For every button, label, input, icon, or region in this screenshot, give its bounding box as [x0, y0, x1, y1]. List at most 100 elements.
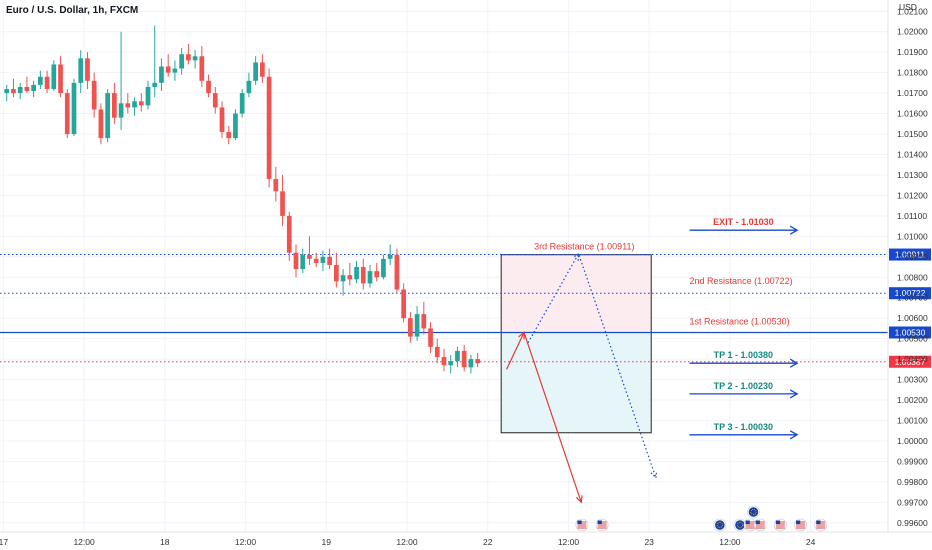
x-tick-label: 12:00 — [396, 537, 418, 547]
time-axis[interactable]: 17 12:00 18 12:00 19 12:00 22 12:00 23 12:00 24 — [0, 537, 816, 547]
candle-body[interactable] — [233, 113, 238, 139]
candle-body[interactable] — [468, 359, 474, 368]
candle-body[interactable] — [334, 264, 339, 282]
candle-body[interactable] — [313, 258, 319, 263]
candle-body[interactable] — [461, 350, 467, 368]
candle-body[interactable] — [246, 80, 252, 94]
candle-body[interactable] — [408, 318, 413, 337]
candle-body[interactable] — [44, 76, 50, 90]
candle-body[interactable] — [320, 256, 326, 263]
target-labels[interactable]: EXIT - 1.01030 TP 1 - 1.00380 TP 2 - 1.002… — [689, 217, 799, 440]
candle-body[interactable] — [293, 252, 299, 270]
projection-paths[interactable] — [506, 252, 658, 504]
candle-body[interactable] — [441, 357, 447, 366]
candle-body[interactable] — [347, 275, 353, 280]
y-tick-label: 1.01800 — [897, 68, 928, 78]
candle-body[interactable] — [118, 103, 124, 118]
candle-body[interactable] — [206, 80, 211, 94]
candle-body[interactable] — [280, 191, 285, 216]
candle-body[interactable] — [239, 93, 245, 114]
candle-body[interactable] — [105, 93, 110, 139]
candle-body[interactable] — [58, 64, 63, 94]
candle-body[interactable] — [401, 289, 406, 319]
candle-body[interactable] — [165, 66, 171, 73]
candle-body[interactable] — [367, 271, 373, 284]
us-flag-icon[interactable] — [773, 518, 787, 532]
candle-body[interactable] — [38, 76, 43, 85]
candle-body[interactable] — [428, 328, 433, 347]
candlestick-series[interactable] — [4, 25, 480, 374]
candle-body[interactable] — [24, 86, 30, 92]
eu-stars — [750, 508, 757, 515]
us-flag-icon[interactable] — [595, 518, 609, 532]
price-axis[interactable]: 1.02100 1.02000 1.01900 1.01800 1.01700 1.016… — [897, 6, 928, 528]
us-flag-icon[interactable] — [743, 518, 757, 532]
candle-body[interactable] — [219, 107, 225, 132]
candle-body[interactable] — [226, 131, 232, 139]
y-tick-label: 0.99600 — [897, 518, 928, 528]
candle-body[interactable] — [394, 254, 400, 290]
candle-body[interactable] — [360, 267, 366, 284]
candle-body[interactable] — [448, 361, 454, 366]
candle-body[interactable] — [78, 58, 84, 83]
candle-body[interactable] — [266, 76, 272, 180]
eu-flag-icon[interactable] — [747, 505, 760, 519]
candle-body[interactable] — [98, 109, 104, 139]
us-flag-icon[interactable] — [794, 518, 807, 532]
candle-body[interactable] — [253, 62, 258, 81]
candle-body[interactable] — [307, 254, 312, 259]
candle-body[interactable] — [172, 68, 178, 73]
eu-flag-fill — [735, 520, 745, 530]
candle-body[interactable] — [64, 93, 70, 135]
us-canton — [577, 520, 582, 525]
eu-flag-icon[interactable] — [733, 518, 747, 532]
candle-body[interactable] — [340, 275, 346, 282]
candle-body[interactable] — [186, 54, 191, 61]
candle-body[interactable] — [71, 82, 77, 135]
candle-body[interactable] — [455, 350, 460, 362]
candle-body[interactable] — [354, 267, 359, 280]
candle-body[interactable] — [434, 346, 440, 358]
us-flag-icon[interactable] — [814, 518, 828, 532]
economic-events[interactable] — [575, 505, 828, 532]
candle-body[interactable] — [414, 314, 420, 337]
candle-body[interactable] — [475, 359, 480, 364]
candle-body[interactable] — [4, 89, 10, 94]
candle-body[interactable] — [31, 84, 36, 92]
price-tag-label: 1.00387 — [895, 357, 926, 367]
candle-body[interactable] — [132, 101, 137, 108]
projection-path[interactable] — [527, 252, 657, 478]
candle-body[interactable] — [138, 101, 144, 106]
candle-body[interactable] — [387, 254, 393, 259]
y-tick-label: 0.99700 — [897, 497, 928, 507]
candle-body[interactable] — [85, 58, 90, 81]
horizontal-levels[interactable]: 1.00911 3rd Resistance (1.00911) 1.00722 2n… — [0, 242, 931, 368]
eu-flag-icon[interactable] — [713, 518, 727, 532]
candle-body[interactable] — [125, 103, 131, 108]
candle-body[interactable] — [327, 256, 332, 265]
candle-body[interactable] — [159, 66, 164, 83]
candle-body[interactable] — [199, 56, 205, 81]
candle-body[interactable] — [152, 82, 158, 87]
candle-body[interactable] — [179, 54, 184, 69]
candle-body[interactable] — [381, 258, 386, 278]
y-tick-label: 1.00000 — [897, 436, 928, 446]
candle-body[interactable] — [421, 314, 427, 329]
y-tick-label: 1.00700 — [897, 293, 928, 303]
candle-body[interactable] — [212, 93, 218, 108]
candle-body[interactable] — [145, 86, 151, 106]
us-flag-icon[interactable] — [753, 518, 767, 532]
candle-body[interactable] — [260, 62, 265, 77]
candle-body[interactable] — [11, 89, 16, 94]
candle-body[interactable] — [273, 179, 279, 192]
candle-body[interactable] — [17, 86, 23, 94]
candle-body[interactable] — [192, 56, 198, 61]
candle-body[interactable] — [51, 64, 57, 90]
candle-body[interactable] — [374, 271, 380, 278]
candle-body[interactable] — [91, 80, 97, 110]
candle-body[interactable] — [112, 93, 117, 118]
us-flag-icon[interactable] — [575, 518, 589, 532]
candle-body[interactable] — [286, 215, 292, 253]
candle-body[interactable] — [300, 254, 306, 270]
